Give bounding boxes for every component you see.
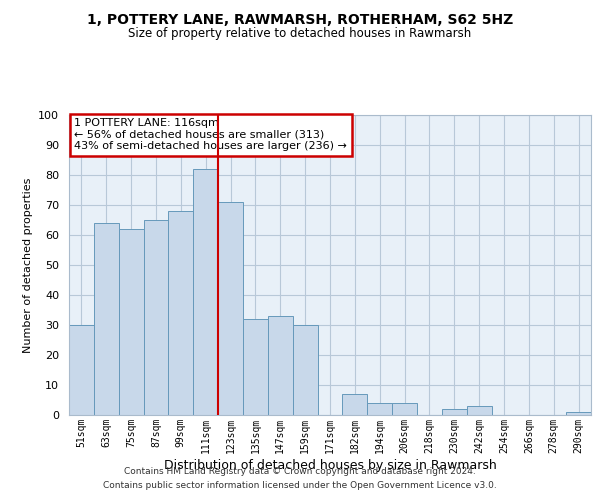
Bar (69, 325, 94, 415)
Bar (193, 169, 218, 415)
Bar (169, 211, 193, 415)
Bar (367, 403, 392, 415)
Text: 1, POTTERY LANE, RAWMARSH, ROTHERHAM, S62 5HZ: 1, POTTERY LANE, RAWMARSH, ROTHERHAM, S6… (87, 12, 513, 26)
Text: Contains public sector information licensed under the Open Government Licence v3: Contains public sector information licen… (103, 481, 497, 490)
Bar (467, 406, 491, 415)
Text: Contains HM Land Registry data © Crown copyright and database right 2024.: Contains HM Land Registry data © Crown c… (124, 467, 476, 476)
Bar (392, 403, 417, 415)
Bar (268, 316, 293, 415)
Y-axis label: Number of detached properties: Number of detached properties (23, 178, 33, 352)
Bar (243, 319, 268, 415)
Bar (143, 220, 169, 415)
Bar (293, 325, 317, 415)
Bar (442, 409, 467, 415)
Text: Size of property relative to detached houses in Rawmarsh: Size of property relative to detached ho… (128, 28, 472, 40)
Bar (566, 412, 591, 415)
Bar (119, 229, 143, 415)
Text: 1 POTTERY LANE: 116sqm
← 56% of detached houses are smaller (313)
43% of semi-de: 1 POTTERY LANE: 116sqm ← 56% of detached… (74, 118, 347, 151)
Bar (94, 223, 119, 415)
X-axis label: Distribution of detached houses by size in Rawmarsh: Distribution of detached houses by size … (164, 458, 496, 471)
Bar (343, 394, 367, 415)
Bar (218, 202, 243, 415)
